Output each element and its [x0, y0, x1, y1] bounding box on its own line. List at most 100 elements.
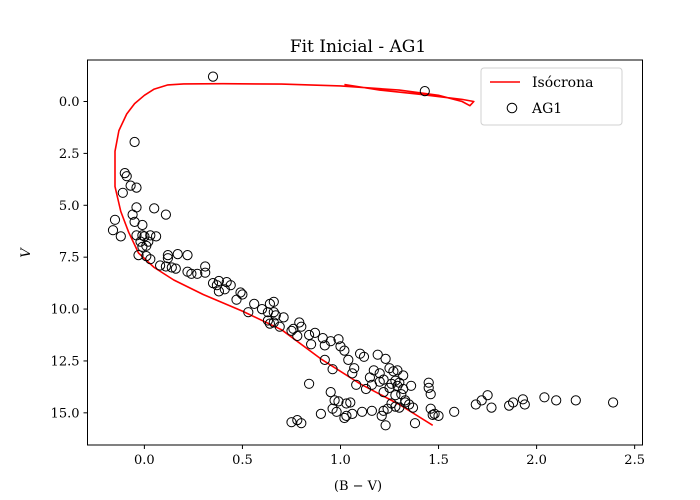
data-point: [333, 334, 344, 345]
chart-title: Fit Inicial - AG1: [290, 37, 426, 57]
data-point: [235, 287, 246, 298]
data-point: [423, 382, 434, 393]
data-point: [347, 408, 358, 419]
data-point: [129, 136, 140, 148]
data-point: [339, 345, 350, 356]
data-point: [286, 417, 297, 428]
data-point: [274, 321, 285, 332]
data-point: [327, 364, 338, 375]
x-tick-label: 2.0: [526, 453, 547, 468]
x-axis-label: (B − V): [334, 479, 382, 494]
data-point: [507, 397, 519, 408]
data-point: [182, 250, 193, 261]
data-point: [141, 240, 152, 251]
data-point: [319, 354, 330, 365]
data-point: [427, 409, 438, 420]
data-point: [331, 406, 342, 417]
y-tick-label: 0.0: [59, 95, 80, 110]
data-point: [125, 180, 136, 191]
data-point: [394, 402, 405, 413]
data-point: [304, 378, 315, 389]
data-point: [200, 261, 211, 272]
data-point: [115, 231, 126, 242]
data-point: [219, 284, 230, 295]
data-point: [406, 380, 417, 391]
axis-ticks: 0.0 0.5 1.0 1.5 2.0 2.5 0.0 2.5 5.0 7.5 10.0 12.5 15…: [51, 95, 645, 468]
data-point: [264, 318, 275, 329]
data-point: [121, 171, 132, 182]
data-point: [329, 395, 340, 406]
data-point: [160, 209, 171, 220]
data-point: [423, 377, 434, 388]
data-point: [107, 225, 119, 236]
data-point: [357, 406, 368, 417]
data-point: [476, 395, 487, 406]
isochrone-line: [114, 82, 475, 426]
y-tick-label: 2.5: [59, 147, 80, 162]
data-point: [392, 380, 403, 391]
data-point: [349, 363, 360, 374]
data-point: [137, 241, 148, 252]
data-point: [139, 231, 150, 242]
data-point: [366, 405, 377, 416]
data-point: [137, 230, 148, 241]
data-point: [333, 396, 344, 407]
data-point: [482, 390, 493, 401]
data-point: [325, 336, 336, 347]
data-point: [306, 339, 317, 350]
data-point: [368, 365, 379, 376]
y-tick-label: 12.5: [51, 354, 80, 369]
data-point: [145, 254, 156, 265]
data-point: [170, 263, 181, 274]
data-point: [407, 402, 419, 413]
data-point: [211, 280, 222, 291]
data-point: [296, 418, 307, 429]
y-tick-label: 10.0: [51, 303, 80, 318]
data-point: [449, 406, 460, 417]
data-point: [341, 410, 352, 421]
data-point: [278, 312, 289, 323]
x-tick-label: 1.0: [330, 453, 351, 468]
data-point: [380, 420, 391, 431]
data-point: [304, 329, 315, 341]
data-point: [376, 410, 387, 421]
legend-isochrone-label: Isócrona: [532, 75, 593, 91]
data-point: [309, 327, 321, 338]
y-axis-label: V: [19, 247, 34, 258]
data-point: [608, 397, 619, 408]
data-point: [145, 230, 156, 241]
legend-ag1-marker: [506, 102, 518, 114]
data-point: [419, 86, 430, 97]
data-point: [372, 349, 383, 360]
data-point: [519, 399, 530, 410]
data-point: [425, 403, 436, 414]
data-point: [127, 209, 138, 220]
data-point: [392, 365, 403, 376]
data-point: [358, 351, 370, 362]
y-tick-label: 7.5: [59, 251, 80, 266]
data-point: [270, 310, 281, 321]
data-point: [117, 187, 128, 198]
data-point: [345, 397, 356, 408]
data-point: [433, 410, 444, 421]
data-point: [384, 363, 395, 374]
data-point: [133, 250, 144, 261]
data-point: [149, 203, 160, 214]
data-point: [200, 267, 211, 278]
data-point: [256, 304, 268, 315]
data-point: [551, 395, 562, 406]
data-point: [262, 315, 273, 326]
legend: Isócrona AG1: [480, 67, 623, 126]
plot-area: [107, 71, 619, 431]
data-point: [151, 231, 162, 242]
data-point: [425, 389, 436, 400]
y-tick-label: 15.0: [51, 406, 80, 421]
data-point: [351, 379, 362, 390]
data-point: [249, 298, 260, 309]
x-tick-label: 2.5: [624, 453, 645, 468]
data-point: [388, 366, 399, 377]
data-point: [292, 330, 303, 342]
data-point: [382, 403, 393, 414]
data-point: [486, 402, 497, 413]
x-tick-label: 1.5: [428, 453, 449, 468]
